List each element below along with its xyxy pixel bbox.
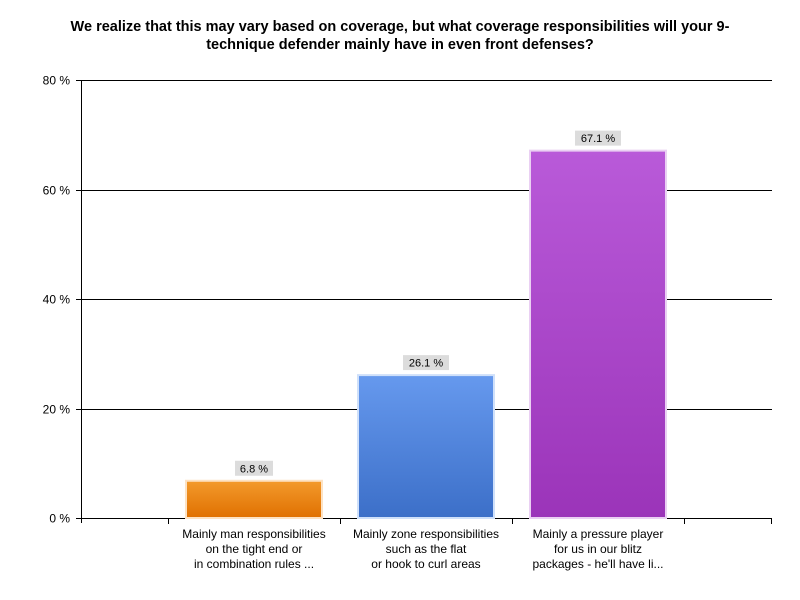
- y-tick-label: 40 %: [43, 293, 71, 307]
- data-label: 67.1 %: [581, 133, 615, 145]
- y-tick-label: 80 %: [43, 74, 71, 88]
- category-label: packages - he'll have li...: [532, 557, 663, 571]
- chart-title-line: technique defender mainly have in even f…: [206, 37, 594, 53]
- category-label: Mainly zone responsibilities: [353, 527, 499, 541]
- category-label: such as the flat: [386, 542, 467, 556]
- chart-title-line: We realize that this may vary based on c…: [70, 19, 730, 35]
- data-label-box: [575, 130, 621, 146]
- category-label: in combination rules ...: [194, 557, 314, 571]
- data-label-box: [235, 460, 273, 476]
- category-label: or hook to curl areas: [371, 557, 480, 571]
- category-label: Mainly a pressure player: [533, 527, 664, 541]
- y-tick-label: 60 %: [43, 184, 71, 198]
- chart-title: We realize that this may vary based on c…: [40, 18, 760, 54]
- bar: [529, 149, 667, 519]
- data-label: 6.8 %: [240, 463, 268, 475]
- data-label: 26.1 %: [409, 358, 443, 370]
- bar: [357, 374, 495, 520]
- data-label-box: [403, 355, 449, 371]
- y-tick-label: 20 %: [43, 403, 71, 417]
- category-label: Mainly man responsibilities: [182, 527, 325, 541]
- y-tick-label: 0 %: [49, 512, 70, 526]
- category-label: on the tight end or: [206, 542, 303, 556]
- category-label: for us in our blitz: [554, 542, 642, 556]
- bar: [185, 479, 323, 519]
